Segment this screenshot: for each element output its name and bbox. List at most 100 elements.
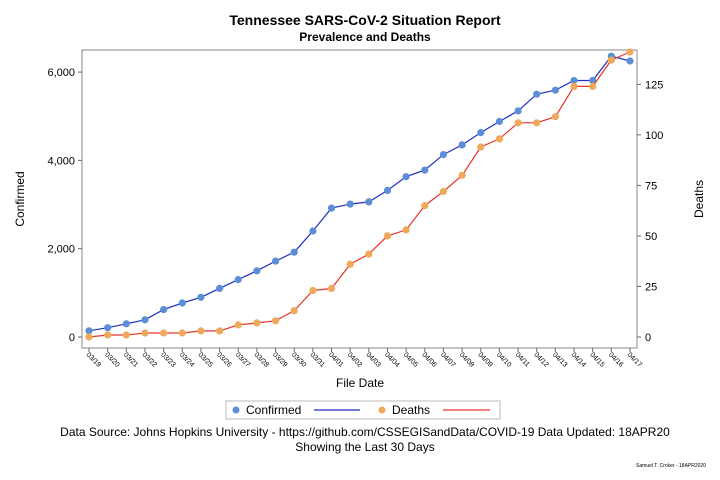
data-point-confirmed	[570, 76, 578, 85]
x-tick-label: 04/10	[495, 351, 512, 368]
data-point-deaths	[309, 286, 317, 295]
data-point-deaths	[402, 226, 410, 234]
x-tick-label: 04/07	[439, 351, 456, 368]
legend: Confirmed Deaths	[225, 400, 501, 420]
data-point-confirmed	[365, 198, 373, 206]
y-right-axis-label: Deaths	[692, 180, 706, 218]
data-point-deaths	[234, 321, 242, 329]
data-point-confirmed	[216, 284, 224, 292]
y-left-axis: 0 2,000 4,000 6,000	[47, 67, 82, 344]
x-tick-label: 04/02	[346, 351, 363, 368]
x-tick-label: 04/01	[327, 351, 344, 368]
x-tick-label: 04/09	[476, 351, 493, 368]
legend-label-confirmed: Confirmed	[246, 403, 301, 417]
data-point-confirmed	[551, 86, 560, 94]
y-right-tick-label: 125	[645, 79, 663, 91]
data-point-deaths	[365, 250, 373, 258]
data-point-deaths	[514, 119, 522, 127]
x-tick-label: 03/26	[215, 351, 232, 368]
data-point-confirmed	[104, 324, 112, 332]
data-point-deaths	[570, 82, 578, 90]
y-right-axis: 0 25 50 75 100 125	[637, 79, 663, 344]
data-point-deaths	[421, 202, 429, 210]
data-point-confirmed	[514, 107, 522, 115]
data-point-deaths	[272, 317, 280, 325]
data-point-deaths	[533, 119, 541, 127]
x-tick-label: 04/15	[588, 351, 605, 368]
x-tick-label: 04/13	[551, 351, 568, 368]
x-tick-label: 04/04	[383, 351, 400, 368]
data-point-confirmed	[421, 166, 429, 174]
data-point-confirmed	[122, 320, 130, 328]
data-point-deaths	[327, 284, 336, 293]
y-left-tick-label: 6,000	[47, 67, 75, 79]
x-tick-label: 03/31	[308, 351, 325, 368]
series-line-confirmed	[88, 55, 631, 332]
legend-marker-deaths	[378, 406, 386, 414]
legend-marker-confirmed	[232, 406, 240, 414]
y-left-axis-label: Confirmed	[13, 171, 27, 226]
x-tick-label: 04/03	[364, 351, 381, 368]
data-point-deaths	[178, 329, 186, 337]
data-point-confirmed	[626, 57, 634, 65]
x-tick-label: 03/22	[141, 351, 158, 368]
credit: Samuel T. Croker - 18APR2020	[636, 463, 706, 469]
data-point-deaths	[253, 319, 261, 327]
data-point-deaths	[626, 48, 634, 56]
legend-box	[225, 400, 501, 420]
data-point-confirmed	[589, 76, 597, 85]
x-tick-label: 04/05	[402, 351, 419, 368]
y-right-tick-label: 0	[645, 332, 651, 344]
x-tick-label: 03/20	[103, 351, 120, 368]
data-point-deaths	[477, 143, 485, 151]
data-point-confirmed	[477, 129, 485, 137]
x-tick-label: 03/27	[234, 351, 251, 368]
data-point-confirmed	[309, 227, 317, 235]
x-tick-label: 04/06	[420, 351, 437, 368]
x-tick-label: 03/30	[290, 351, 307, 368]
x-axis: 03/19 03/20 03/21 03/22 03/23 03/24 03/25 03/26…	[85, 348, 643, 369]
y-right-tick-label: 75	[645, 180, 657, 192]
y-right-tick-label: 100	[645, 130, 663, 142]
data-point-deaths	[160, 329, 168, 337]
x-tick-label: 03/25	[197, 351, 214, 368]
y-right-tick-label: 50	[645, 231, 657, 243]
chart-title: Tennessee SARS-CoV-2 Situation Report	[229, 12, 501, 28]
data-point-confirmed	[197, 293, 205, 301]
x-tick-label: 03/21	[122, 351, 139, 368]
data-point-deaths	[439, 187, 447, 196]
data-point-confirmed	[141, 316, 149, 324]
data-point-deaths	[589, 82, 597, 90]
x-axis-label: File Date	[336, 376, 384, 390]
x-tick-label: 04/14	[570, 351, 587, 368]
series-layer	[85, 48, 634, 341]
data-point-confirmed	[439, 151, 447, 159]
data-point-deaths	[551, 113, 560, 121]
data-point-confirmed	[160, 306, 168, 314]
data-point-confirmed	[495, 117, 503, 126]
x-tick-label: 04/16	[607, 351, 624, 368]
data-point-confirmed	[346, 200, 354, 208]
x-tick-label: 03/29	[271, 351, 288, 368]
x-tick-label: 03/24	[178, 351, 195, 368]
x-tick-label: 04/12	[532, 351, 549, 368]
data-point-confirmed	[178, 299, 186, 307]
data-point-confirmed	[327, 204, 336, 212]
data-point-deaths	[607, 56, 615, 64]
data-point-deaths	[458, 171, 466, 179]
data-point-deaths	[104, 331, 112, 339]
plot-frame	[81, 49, 638, 349]
data-point-deaths	[85, 333, 93, 341]
data-point-deaths	[197, 327, 205, 335]
x-tick-label: 03/28	[252, 351, 269, 368]
data-point-confirmed	[290, 248, 298, 256]
data-point-deaths	[216, 327, 224, 335]
x-tick-label: 04/08	[458, 351, 475, 368]
data-point-confirmed	[402, 173, 410, 181]
y-left-tick-label: 0	[69, 332, 75, 344]
x-tick-label: 04/11	[514, 351, 531, 368]
y-left-tick-label: 2,000	[47, 244, 75, 256]
data-point-deaths	[346, 260, 354, 268]
data-point-deaths	[495, 135, 503, 143]
